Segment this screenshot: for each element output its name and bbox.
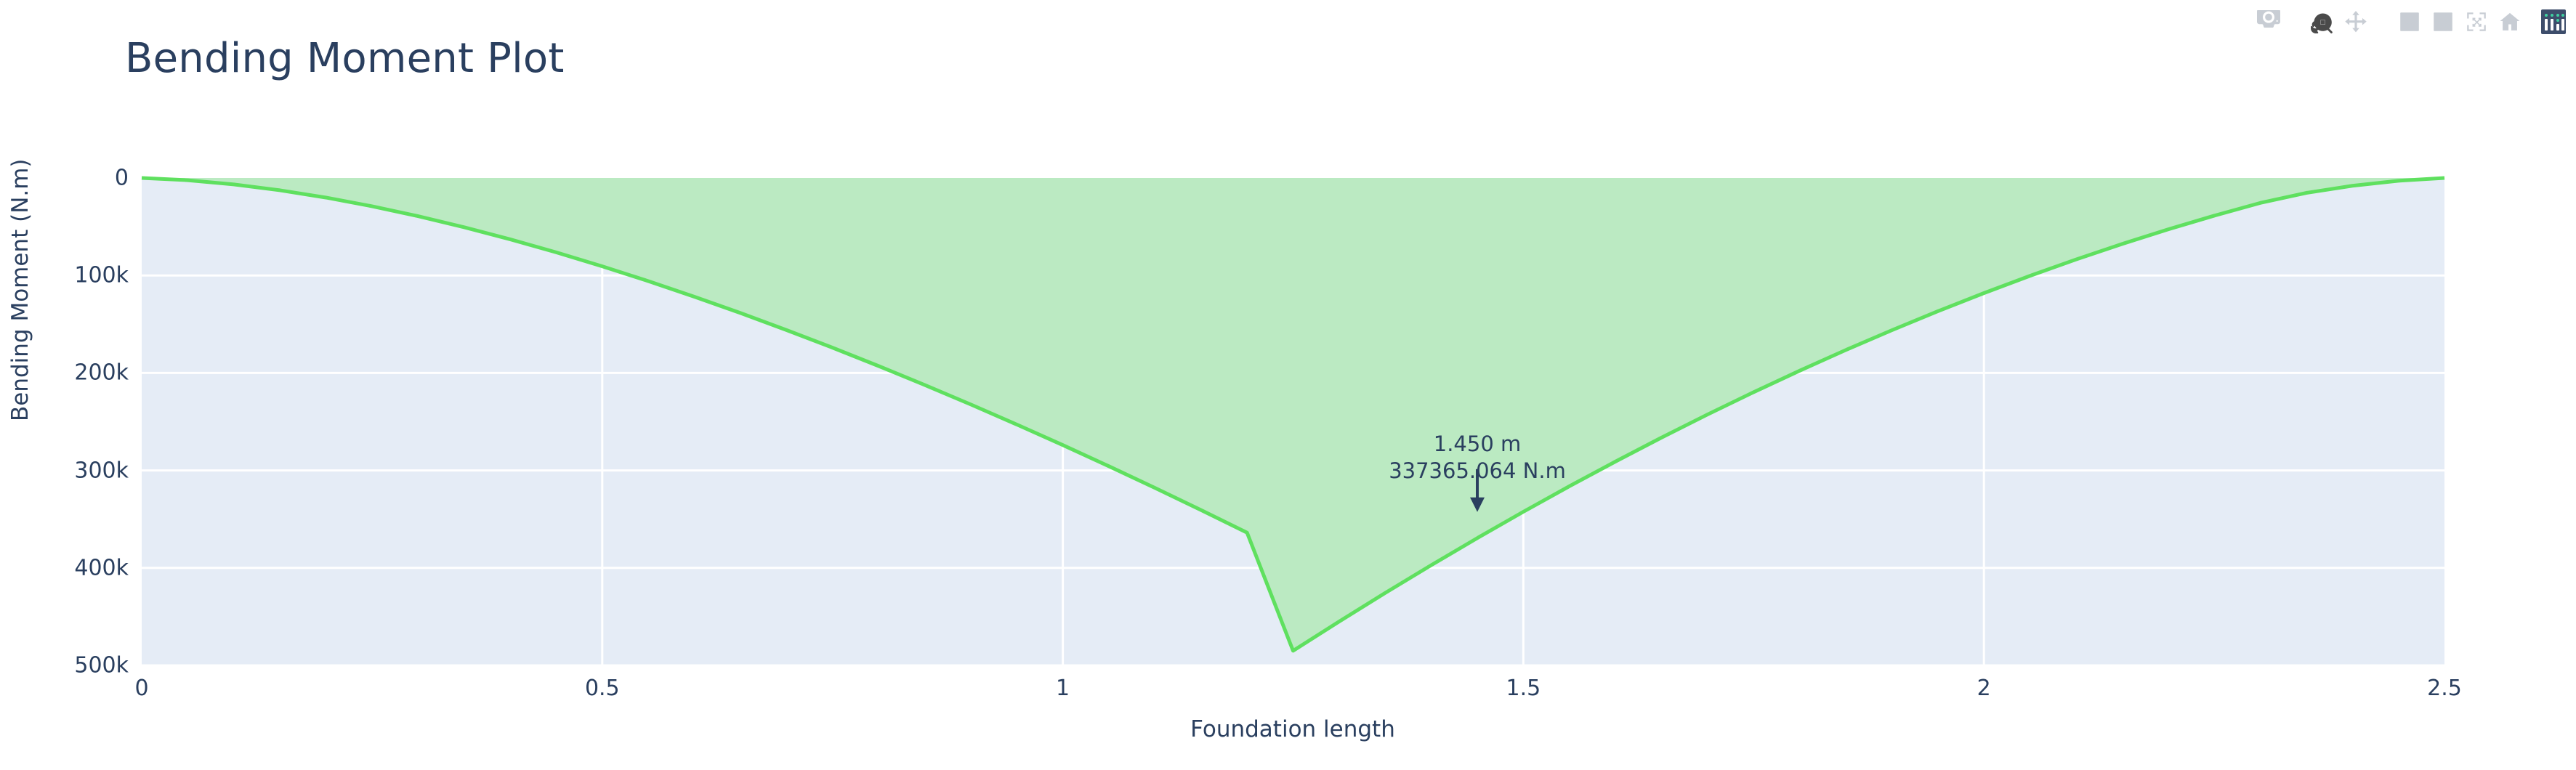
y-tick-label: 400k (74, 555, 129, 581)
y-axis-title: Bending Moment (N.m) (7, 158, 33, 421)
y-tick-label: 100k (74, 262, 129, 288)
modebar-group-download (2242, 6, 2296, 38)
reset-axes-icon[interactable] (2493, 6, 2527, 38)
chart-title: Bending Moment Plot (125, 35, 565, 82)
x-tick-label: 0.5 (584, 676, 620, 701)
x-tick-label: 1.5 (1506, 676, 1541, 701)
plotly-modebar[interactable] (2242, 6, 2570, 38)
pan-icon[interactable] (2339, 6, 2373, 38)
zoom-box-icon[interactable] (2306, 6, 2339, 38)
y-tick-label: 200k (74, 360, 129, 386)
x-tick-label: 1 (1056, 676, 1070, 701)
plot-svg (142, 178, 2444, 665)
y-tick-label: 500k (74, 652, 129, 678)
x-tick-label: 0 (134, 676, 149, 701)
zoom-out-icon[interactable] (2426, 6, 2460, 38)
plot-area[interactable] (142, 178, 2444, 665)
y-tick-label: 0 (114, 165, 129, 191)
autoscale-icon[interactable] (2460, 6, 2493, 38)
x-tick-label: 2.5 (2427, 676, 2462, 701)
modebar-group-zoom (2383, 6, 2537, 38)
download-plot-icon[interactable] (2252, 6, 2285, 38)
bending-moment-fill (142, 178, 2444, 651)
y-tick-label: 300k (74, 458, 129, 484)
x-tick-label: 2 (1977, 676, 1991, 701)
modebar-group-drag (2296, 6, 2383, 38)
x-axis-title: Foundation length (1190, 716, 1395, 742)
plotly-logo-icon[interactable] (2537, 6, 2570, 38)
zoom-in-icon[interactable] (2393, 6, 2426, 38)
bending-moment-line (142, 178, 2444, 651)
plotly-logo-box (2541, 9, 2566, 34)
